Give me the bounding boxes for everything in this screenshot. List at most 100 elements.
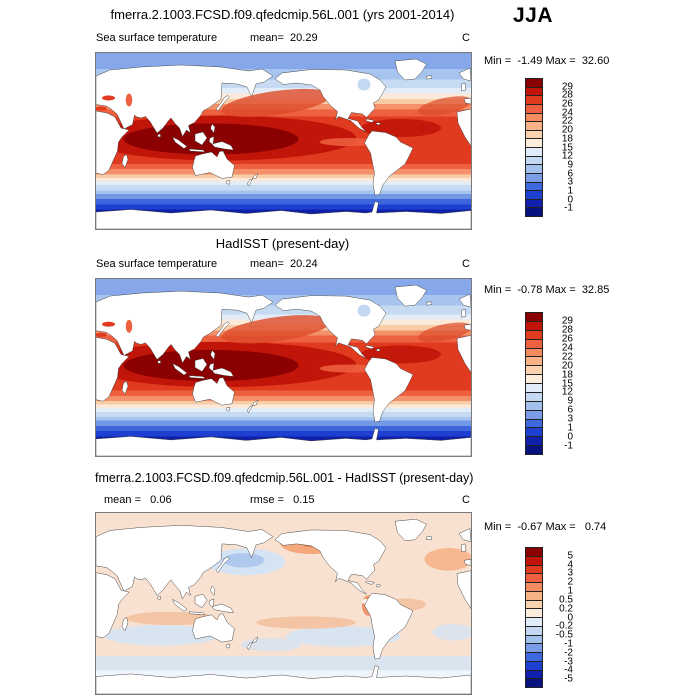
colorbar-box [526,172,542,182]
panel1-variable-label: Sea surface temperature [96,32,218,44]
colorbar-tick-label: 20 [561,360,573,372]
colorbar-box [526,155,542,165]
colorbar-tick-label: -5 [564,673,573,685]
panel2-map-svg [96,279,471,456]
colorbar-box [526,652,542,661]
panel3-colorbar-boxes [525,547,543,688]
colorbar-box [526,383,542,392]
colorbar-box [526,164,542,173]
colorbar-box [526,190,542,199]
colorbar-tick-label: 2 [567,576,573,588]
colorbar-box [526,112,542,122]
panel1-mean-stat: mean= 20.29 [250,32,318,44]
colorbar-box [526,138,542,147]
colorbar-box [526,669,542,679]
colorbar-box [526,365,542,375]
colorbar-tick-label: 0 [567,612,573,623]
colorbar-tick-label: 1 [567,185,573,197]
colorbar-tick-label: -1 [564,638,573,650]
colorbar-tick-label: 0 [567,431,573,443]
colorbar-tick-label: 15 [561,378,573,389]
colorbar-tick-label: 26 [561,333,573,345]
colorbar-tick-label: 22 [561,115,573,127]
colorbar-box [526,103,542,113]
panel2-title: HadISST (present-day) [215,236,350,251]
colorbar-tick-label: 12 [561,386,573,398]
colorbar-box [526,599,542,609]
colorbar-box [526,555,542,565]
colorbar-tick-label: 22 [561,351,573,363]
panel2-units-label: C [462,258,470,270]
colorbar-tick-label: 20 [561,124,573,136]
colorbar-tick-label: 3 [567,567,573,579]
colorbar-box [526,129,542,139]
panel2-map-hadisst [95,278,472,457]
colorbar-box [526,418,542,428]
colorbar-box [526,400,542,410]
panel3-units-label: C [462,494,470,506]
colorbar-tick-label: -0.2 [555,620,573,632]
colorbar-box [526,313,542,321]
colorbar-box [526,548,542,556]
colorbar-tick-label: -4 [564,664,573,676]
colorbar-tick-label: 6 [567,168,573,180]
colorbar-tick-label: 29 [561,315,573,327]
panel3-map-difference [95,512,472,695]
colorbar-tick-label: 5 [567,550,573,562]
panel1-minmax-label: Min = -1.49 Max = 32.60 [484,55,610,67]
panel3-rmse-stat: rmse = 0.15 [250,494,315,506]
colorbar-tick-label: 0.5 [559,594,573,606]
colorbar-tick-label: 0.2 [559,603,573,615]
panel3-colorbar: 5 4 3 2 1 0.5 0.2 0 -0.2 -0.5 -1 -2 -3 -4 -5 [525,547,595,688]
panel1-units-label: C [462,32,470,44]
colorbar-tick-label: 0 [567,194,573,206]
panel2-colorbar-boxes [525,312,543,455]
colorbar-box [526,181,542,191]
panel3-map-svg [96,513,471,694]
colorbar-box [526,338,542,348]
panel1-map-model-sst [95,52,472,230]
colorbar-box [526,347,542,357]
colorbar-box [526,391,542,401]
colorbar-tick-label: 1 [567,422,573,434]
colorbar-tick-label: -1 [564,202,573,214]
panel2-minmax-label: Min = -0.78 Max = 32.85 [484,284,610,296]
colorbar-box [526,625,542,635]
colorbar-box [526,445,542,454]
colorbar-box [526,436,542,446]
colorbar-tick-label: -1 [564,440,573,452]
colorbar-box [526,582,542,591]
colorbar-box [526,617,542,626]
panel2-colorbar: 29 28 26 24 22 20 18 15 12 9 6 3 1 0 -1 [525,312,595,455]
colorbar-box [526,121,542,130]
panel2-colorbar-ticks: 29 28 26 24 22 20 18 15 12 9 6 3 1 0 -1 [525,312,595,455]
colorbar-tick-label: 9 [567,395,573,407]
colorbar-tick-label: -0.5 [555,629,573,641]
colorbar-box [526,79,542,87]
colorbar-box [526,207,542,216]
panel1-colorbar-ticks: 29 28 26 24 22 20 18 15 12 9 6 3 1 0 -1 [525,78,595,217]
colorbar-box [526,643,542,652]
colorbar-tick-label: 3 [567,413,573,425]
colorbar-tick-label: 1 [567,585,573,597]
panel3-title: fmerra.2.1003.FCSD.f09.qfedcmip.56L.001 … [95,471,474,485]
colorbar-tick-label: 24 [561,107,573,119]
panel2-mean-stat: mean= 20.24 [250,258,318,270]
colorbar-tick-label: 9 [567,159,573,171]
colorbar-box [526,590,542,600]
colorbar-box [526,86,542,96]
panel1-title: fmerra.2.1003.FCSD.f09.qfedcmip.56L.001 … [110,7,455,22]
season-label: JJA [512,4,554,27]
panel3-mean-stat: mean = 0.06 [104,494,172,506]
colorbar-tick-label: 15 [561,142,573,153]
colorbar-box [526,608,542,617]
colorbar-tick-label: 26 [561,98,573,110]
panel1-colorbar-boxes [525,78,543,217]
colorbar-tick-label: 18 [561,133,573,145]
colorbar-box [526,678,542,687]
colorbar-tick-label: -3 [564,656,573,668]
colorbar-box [526,573,542,582]
panel3-minmax-label: Min = -0.67 Max = 0.74 [484,521,607,533]
colorbar-tick-label: -2 [564,647,573,659]
